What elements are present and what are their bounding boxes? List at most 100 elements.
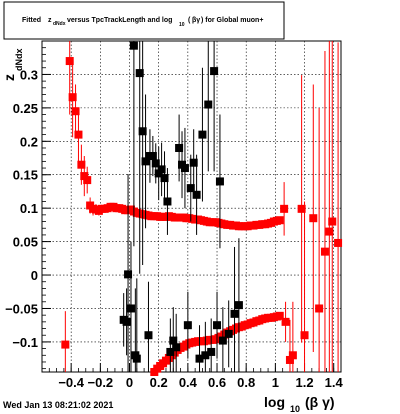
data-point xyxy=(280,204,289,213)
series-1 xyxy=(119,41,243,372)
data-point xyxy=(175,143,184,152)
data-point xyxy=(288,351,297,360)
data-point xyxy=(334,238,343,247)
data-point xyxy=(207,347,216,356)
data-point xyxy=(189,158,198,167)
x-axis-ticks: −0.4 −0.2 0 0.2 0.4 0.6 0.8 1 1.2 1.4 xyxy=(41,363,344,390)
data-point xyxy=(192,190,201,199)
data-point xyxy=(320,247,329,256)
plot-frame xyxy=(41,40,342,373)
data-point xyxy=(71,107,80,116)
data-point xyxy=(204,100,213,109)
data-point xyxy=(135,69,144,78)
data-point xyxy=(124,270,133,279)
series-0 xyxy=(61,41,343,376)
data-point xyxy=(77,160,86,169)
x-axis-title-sub: 10 xyxy=(290,404,300,414)
x-axis-title-rest: (β γ) xyxy=(305,394,335,410)
title-part-2: dNdx xyxy=(53,21,66,27)
data-point xyxy=(183,321,192,330)
x-tick-label: 0 xyxy=(126,375,133,390)
y-axis-ticks: −0.1 −0.05 0 0.05 0.1 0.15 0.2 0.25 0.3 xyxy=(5,47,51,370)
data-point xyxy=(224,329,233,338)
y-tick-label: 0.1 xyxy=(20,201,38,216)
x-tick-label: 1.2 xyxy=(295,375,313,390)
data-point xyxy=(315,304,324,313)
data-point xyxy=(281,317,290,326)
data-point xyxy=(126,304,135,313)
data-point xyxy=(300,331,309,340)
data-point xyxy=(163,197,172,206)
x-tick-label: 0.6 xyxy=(208,375,226,390)
data-point xyxy=(180,164,189,173)
y-tick-label: 0.15 xyxy=(13,168,38,183)
x-tick-label: 1.4 xyxy=(325,375,344,390)
y-tick-label: 0.2 xyxy=(20,134,38,149)
data-point xyxy=(275,216,284,225)
data-point xyxy=(157,165,166,174)
title-part-1: z xyxy=(48,17,52,24)
title-box: Fitted z dNdx versus TpcTrackLength and … xyxy=(3,1,285,40)
data-point xyxy=(160,174,169,183)
data-point xyxy=(80,172,89,181)
data-point xyxy=(297,204,306,213)
data-point xyxy=(151,159,160,168)
data-point xyxy=(148,152,157,161)
y-axis-title-main: z xyxy=(1,74,17,81)
data-point xyxy=(172,343,181,352)
data-point xyxy=(61,340,70,349)
data-point xyxy=(309,214,318,223)
title-part-0: Fitted xyxy=(22,17,41,24)
data-point xyxy=(74,130,83,139)
data-point xyxy=(328,217,337,226)
data-point xyxy=(169,336,178,345)
data-point xyxy=(210,67,219,76)
y-tick-label: −0.1 xyxy=(12,335,38,350)
data-point xyxy=(132,354,141,363)
y-tick-label: 0 xyxy=(31,268,38,283)
timestamp-footer: Wed Jan 13 08:21:02 2021 xyxy=(3,400,114,410)
title-part-6: βγ xyxy=(192,17,200,24)
x-tick-label: −0.4 xyxy=(58,375,84,390)
y-tick-label: −0.05 xyxy=(5,301,38,316)
y-tick-label: 0.05 xyxy=(13,235,38,250)
data-point xyxy=(186,184,195,193)
data-point xyxy=(201,351,210,360)
y-tick-label: 0.25 xyxy=(13,101,38,116)
data-point xyxy=(144,331,153,340)
x-axis-title: log 10 (β γ) xyxy=(264,394,335,414)
x-tick-label: 0.2 xyxy=(150,375,168,390)
data-point xyxy=(129,41,138,50)
y-axis-title-sub: dNdx xyxy=(14,49,24,72)
title-part-3: versus TpcTrackLength and log xyxy=(67,17,172,24)
x-tick-label: 0.8 xyxy=(237,375,255,390)
data-point xyxy=(65,57,74,66)
data-point xyxy=(122,317,131,326)
data-point xyxy=(198,130,207,139)
data-point xyxy=(213,321,222,330)
data-point xyxy=(234,301,243,310)
data-point xyxy=(325,227,334,236)
data-point xyxy=(275,311,284,320)
data-point xyxy=(285,355,294,364)
y-tick-label: 0.3 xyxy=(20,67,38,82)
data-point xyxy=(83,176,92,185)
x-axis-title-main: log xyxy=(264,394,285,410)
x-tick-label: 0.4 xyxy=(179,375,198,390)
title-part-5: ( xyxy=(188,17,191,24)
title-part-7: ) for Global muon+ xyxy=(201,17,263,24)
data-point xyxy=(215,177,224,186)
data-point xyxy=(166,347,175,356)
data-point xyxy=(218,336,227,345)
series-layer xyxy=(61,41,343,376)
data-point xyxy=(141,157,150,166)
y-axis-title: z dNdx xyxy=(1,49,24,82)
data-point xyxy=(138,127,147,136)
data-point xyxy=(68,93,77,102)
x-tick-label: −0.2 xyxy=(88,375,114,390)
data-point xyxy=(154,169,163,178)
x-tick-label: 1 xyxy=(272,375,279,390)
title-part-4: 10 xyxy=(179,22,185,28)
data-point xyxy=(230,309,239,318)
